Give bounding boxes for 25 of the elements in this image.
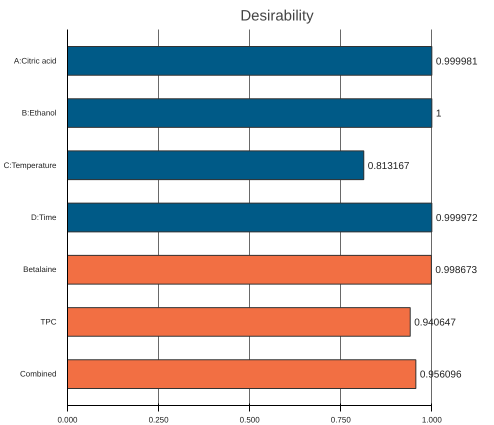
y-tick-label: Combined: [20, 370, 57, 379]
y-tick-label: A:Citric acid: [14, 56, 57, 66]
bar: [68, 98, 432, 128]
data-label: 0.999972: [436, 213, 478, 224]
y-tick-label: C:Temperature: [4, 160, 58, 170]
bar: [68, 254, 432, 285]
data-label: 0.999981: [436, 56, 478, 68]
bar: [68, 150, 364, 180]
data-label: 1: [436, 108, 442, 120]
bar: [68, 46, 432, 76]
bar: [68, 359, 416, 390]
x-tick-label: 0.500: [240, 416, 260, 424]
y-tick-label: D:Time: [31, 213, 58, 222]
x-tick-label: 0.250: [148, 416, 170, 424]
chart-title: Desirability: [240, 8, 314, 24]
bar: [68, 202, 432, 232]
x-tick-label: 0.750: [330, 416, 352, 424]
x-tick-label: 1.000: [422, 416, 442, 424]
bar: [68, 307, 411, 337]
y-tick-label: B:Ethanol: [22, 108, 57, 118]
data-label: 0.998673: [435, 265, 478, 276]
y-tick-label: Betalaine: [23, 265, 58, 274]
data-label: 0.813167: [368, 160, 410, 172]
y-tick-label: TPC: [40, 317, 57, 326]
x-tick-label: 0.000: [57, 416, 78, 424]
